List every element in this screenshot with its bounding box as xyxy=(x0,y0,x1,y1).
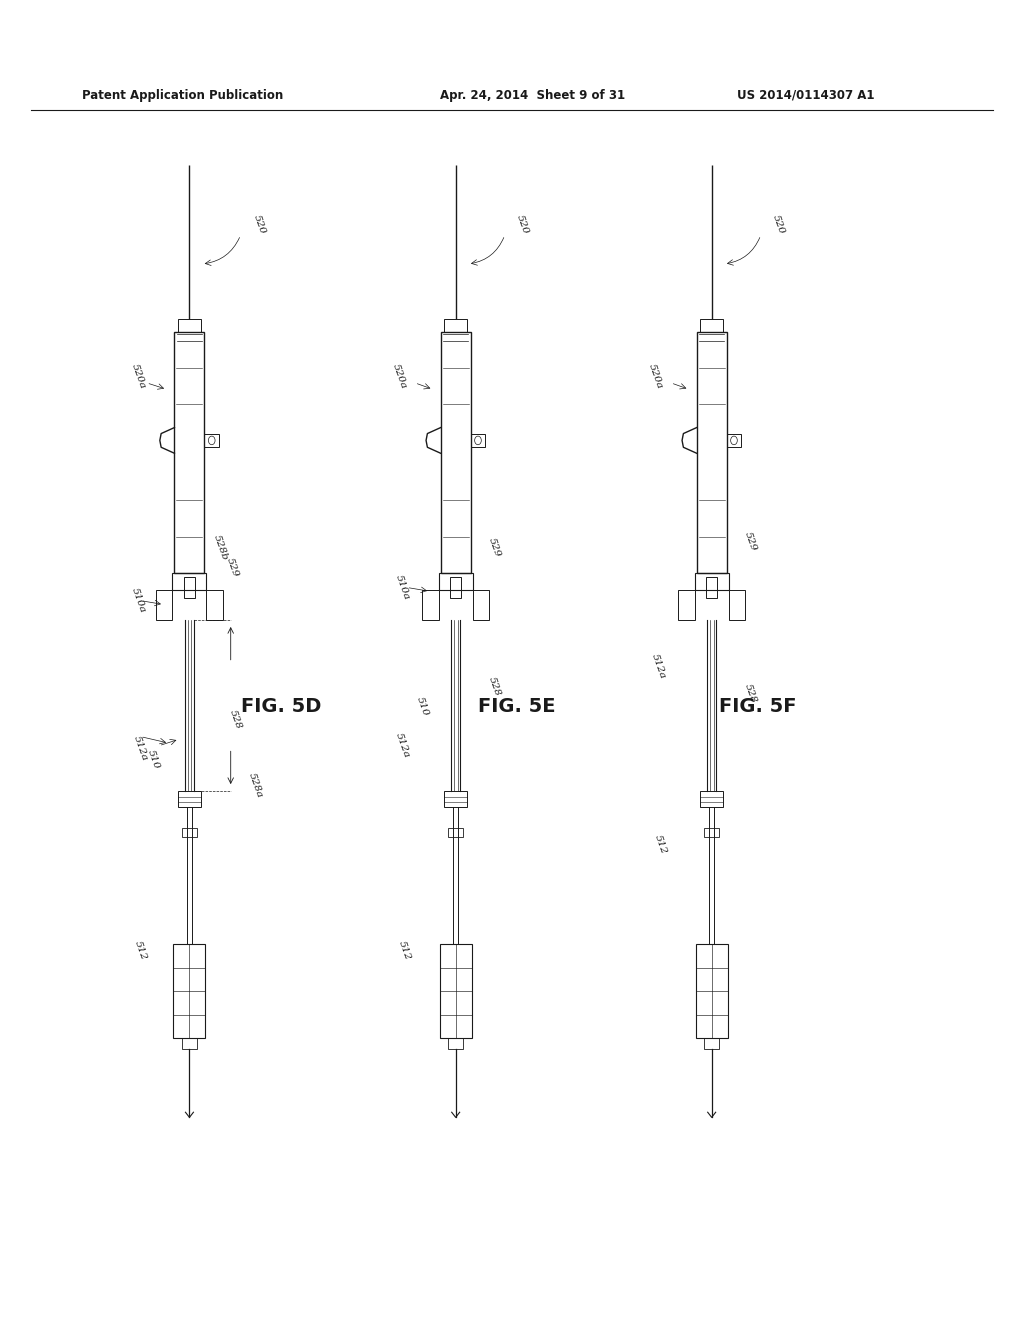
Bar xyxy=(729,590,745,620)
Bar xyxy=(451,577,461,598)
Bar xyxy=(696,333,727,573)
Text: FIG. 5D: FIG. 5D xyxy=(242,697,322,715)
Bar xyxy=(207,590,223,620)
Bar xyxy=(182,828,197,837)
Bar xyxy=(172,573,207,590)
Text: FIG. 5F: FIG. 5F xyxy=(719,697,797,715)
Bar xyxy=(449,828,463,837)
Bar xyxy=(695,944,728,1039)
Bar xyxy=(178,792,201,807)
Bar xyxy=(173,944,206,1039)
Text: 529: 529 xyxy=(743,531,758,552)
Text: 528: 528 xyxy=(743,682,758,704)
Bar xyxy=(156,590,172,620)
Text: 520: 520 xyxy=(771,214,785,235)
Bar xyxy=(178,319,201,333)
Text: FIG. 5E: FIG. 5E xyxy=(478,697,556,715)
Bar xyxy=(727,433,741,447)
Text: Patent Application Publication: Patent Application Publication xyxy=(82,88,284,102)
Text: 512: 512 xyxy=(397,940,412,961)
Text: 528b: 528b xyxy=(211,533,229,562)
Text: 510a: 510a xyxy=(394,574,411,601)
Bar xyxy=(694,573,729,590)
Bar xyxy=(440,333,471,573)
Text: 528: 528 xyxy=(487,676,502,697)
Bar xyxy=(705,828,719,837)
Bar xyxy=(471,433,485,447)
Bar xyxy=(174,333,205,573)
Text: 510a: 510a xyxy=(130,587,146,614)
Text: 520: 520 xyxy=(252,214,266,235)
Bar xyxy=(449,1039,463,1049)
Text: 520a: 520a xyxy=(391,363,408,389)
Text: 512: 512 xyxy=(653,834,668,855)
Bar xyxy=(444,792,467,807)
Bar xyxy=(205,433,219,447)
Bar xyxy=(707,577,717,598)
Bar xyxy=(700,319,723,333)
Text: 520: 520 xyxy=(515,214,529,235)
Bar xyxy=(678,590,694,620)
Text: 520a: 520a xyxy=(647,363,664,389)
Text: US 2014/0114307 A1: US 2014/0114307 A1 xyxy=(737,88,874,102)
Text: 512a: 512a xyxy=(650,653,667,680)
Text: 510: 510 xyxy=(146,748,161,770)
Bar xyxy=(700,792,723,807)
Text: 520a: 520a xyxy=(130,363,146,389)
Text: 528a: 528a xyxy=(248,772,264,799)
Bar xyxy=(438,573,473,590)
Text: 529: 529 xyxy=(225,557,240,578)
Bar xyxy=(422,590,438,620)
Text: 510: 510 xyxy=(416,696,430,717)
Text: 512a: 512a xyxy=(394,733,411,759)
Text: 512a: 512a xyxy=(132,735,148,762)
Text: 529: 529 xyxy=(487,537,502,558)
Text: Apr. 24, 2014  Sheet 9 of 31: Apr. 24, 2014 Sheet 9 of 31 xyxy=(440,88,626,102)
Bar xyxy=(444,319,467,333)
Text: 528: 528 xyxy=(228,709,243,730)
Bar xyxy=(184,577,195,598)
Bar xyxy=(439,944,472,1039)
Bar xyxy=(182,1039,197,1049)
Text: 512: 512 xyxy=(133,940,147,961)
Bar xyxy=(705,1039,719,1049)
Bar xyxy=(473,590,489,620)
